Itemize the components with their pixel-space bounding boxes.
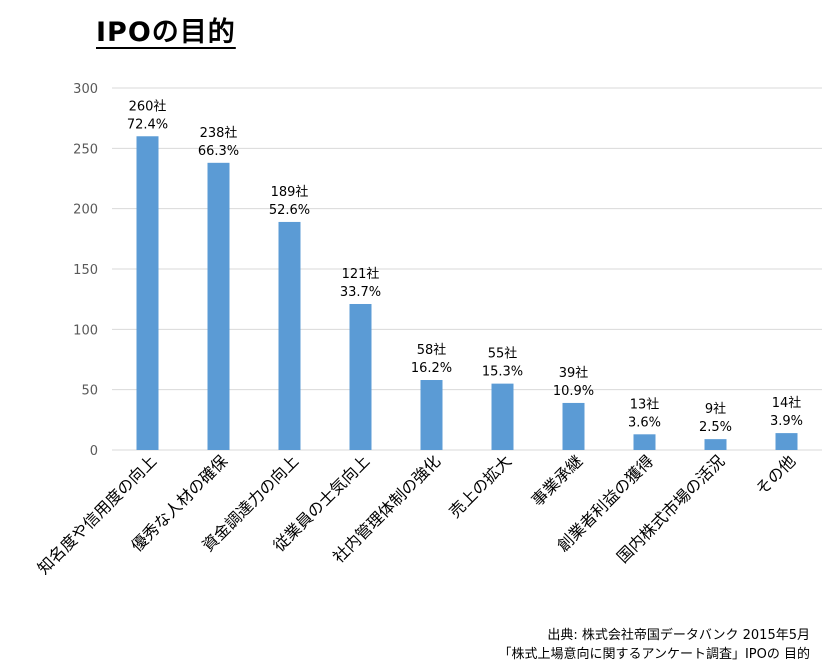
y-tick-label: 200 [73, 203, 98, 218]
category-label: 知名度や信用度の向上 [34, 451, 161, 578]
percent-label: 15.3% [482, 365, 523, 380]
gridlines [112, 87, 822, 451]
count-label: 39社 [559, 365, 589, 381]
count-label: 14社 [772, 395, 802, 411]
bar [278, 221, 301, 450]
bar [491, 383, 514, 450]
y-tick-label: 250 [73, 142, 98, 157]
y-tick-label: 300 [73, 82, 98, 97]
bar [207, 162, 230, 450]
y-tick-label: 100 [73, 323, 98, 338]
count-label: 121社 [342, 266, 380, 282]
percent-label: 16.2% [411, 361, 452, 376]
count-label: 9社 [705, 401, 726, 417]
percent-label: 52.6% [269, 203, 310, 218]
percent-label: 3.9% [770, 414, 803, 429]
bar [136, 136, 159, 450]
count-label: 13社 [630, 396, 660, 412]
source-line-1: 出典: 株式会社帝国データバンク 2015年5月 [547, 628, 810, 643]
y-tick-label: 50 [81, 384, 98, 399]
bar [349, 303, 372, 450]
category-label: 事業承継 [528, 451, 587, 510]
category-labels: 知名度や信用度の向上優秀な人材の確保資金調達力の向上従業員の士気向上社内管理体制… [34, 451, 800, 578]
source-line-2: 「株式上場意向に関するアンケート調査」IPOの 目的 [498, 647, 810, 662]
percent-label: 33.7% [340, 285, 381, 300]
bar [420, 380, 443, 450]
y-axis-ticks: 0 50 100 150 200 250 300 [73, 82, 98, 459]
category-label: 売上の拡大 [445, 451, 515, 521]
data-labels: 260社 72.4% 238社 66.3% 189社 52.6% 121社 33.7% 58社 1… [127, 98, 803, 435]
count-label: 55社 [488, 346, 518, 362]
count-label: 189社 [271, 184, 309, 200]
count-label: 238社 [200, 125, 238, 141]
bars [136, 136, 798, 450]
percent-label: 66.3% [198, 144, 239, 159]
percent-label: 72.4% [127, 117, 168, 132]
y-tick-label: 0 [90, 444, 98, 459]
percent-label: 3.6% [628, 415, 661, 430]
bar [562, 402, 585, 450]
count-label: 58社 [417, 342, 447, 358]
y-tick-label: 150 [73, 263, 98, 278]
bar-chart: 0 50 100 150 200 250 300 260社 72.4% 238社 66.3% 189… [34, 82, 822, 578]
page-title: IPOの目的 [96, 17, 236, 48]
bar [704, 439, 727, 450]
percent-label: 2.5% [699, 420, 732, 435]
bar [633, 434, 656, 450]
percent-label: 10.9% [553, 384, 594, 399]
bar [775, 433, 798, 450]
count-label: 260社 [129, 98, 167, 114]
category-label: その他 [752, 451, 799, 498]
